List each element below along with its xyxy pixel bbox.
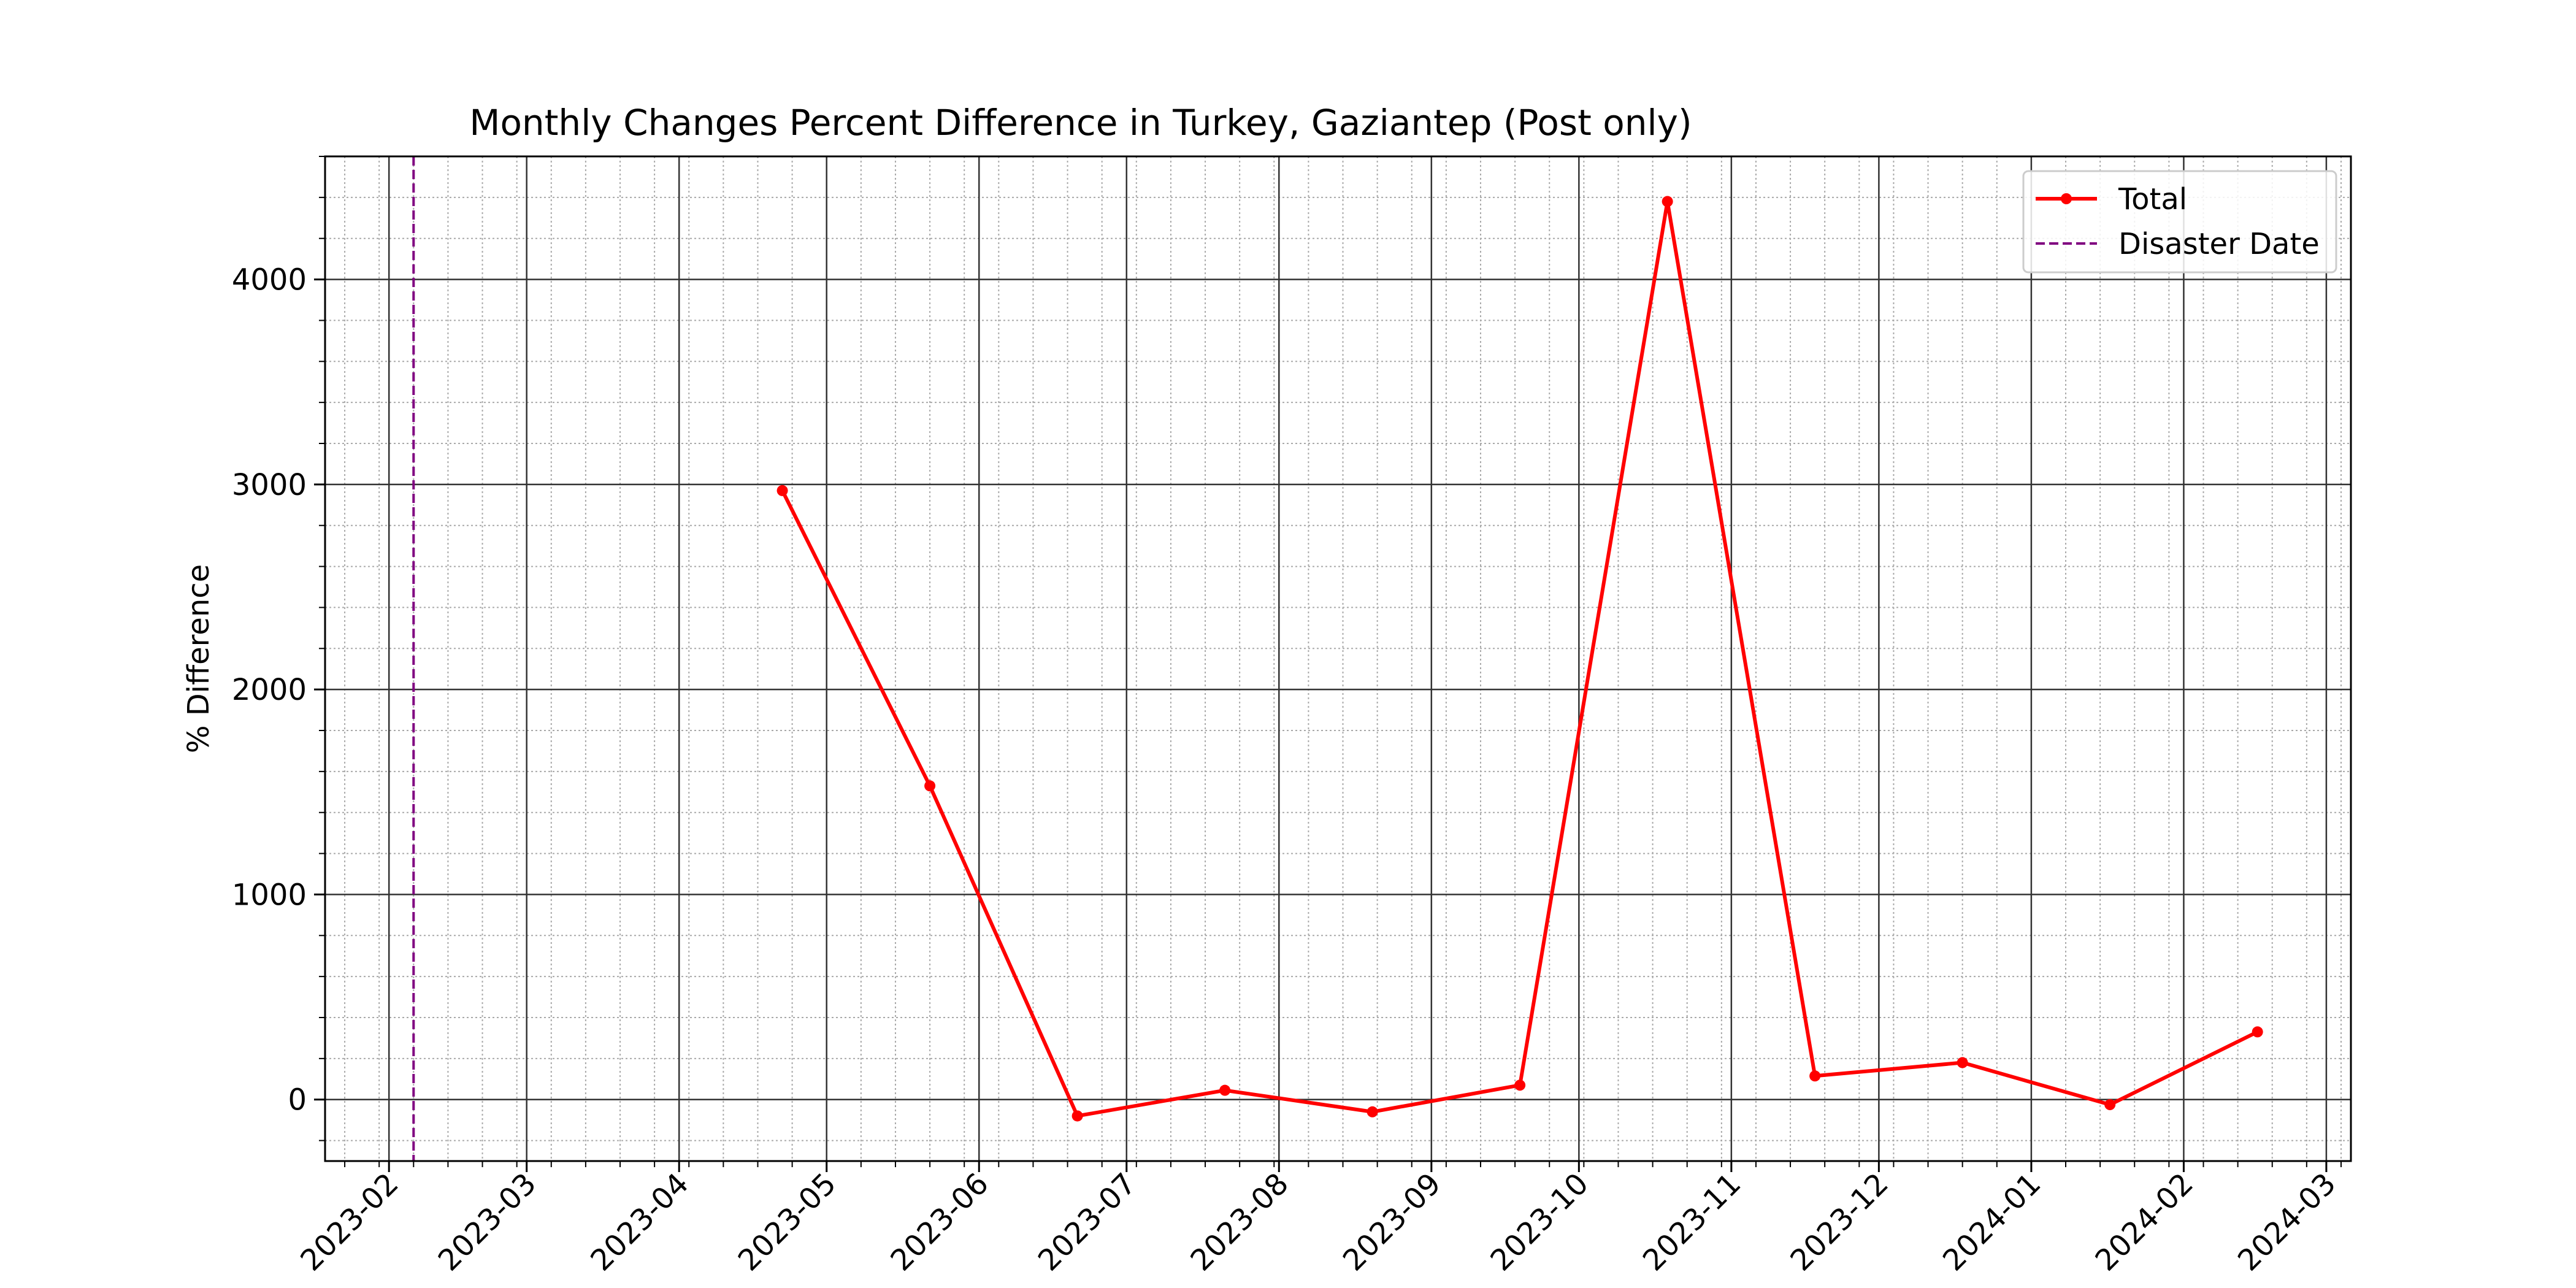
legend-disaster-label: Disaster Date xyxy=(2118,227,2320,261)
y-tick-label: 0 xyxy=(288,1083,307,1117)
y-tick-label: 1000 xyxy=(232,878,307,912)
data-point xyxy=(2252,1026,2263,1038)
chart-title: Monthly Changes Percent Difference in Tu… xyxy=(469,102,1692,144)
data-point xyxy=(1514,1079,1526,1091)
major-grid xyxy=(325,156,2351,1161)
legend-box xyxy=(2022,170,2337,274)
data-point xyxy=(776,485,788,496)
data-point xyxy=(924,780,936,792)
y-tick-label: 3000 xyxy=(232,468,307,502)
data-point xyxy=(1219,1084,1231,1096)
y-tick-label: 2000 xyxy=(232,673,307,707)
data-point xyxy=(2104,1099,2116,1111)
data-point xyxy=(1071,1110,1083,1122)
data-point xyxy=(1662,196,1673,207)
data-point xyxy=(1367,1106,1378,1117)
y-tick-label: 4000 xyxy=(232,263,307,297)
data-point xyxy=(1957,1057,1968,1068)
y-axis-ticks: 0 1000 2000 3000 4000 xyxy=(232,156,325,1141)
plot-frame xyxy=(324,155,2352,1162)
legend: Total Disaster Date xyxy=(2022,170,2337,274)
data-point xyxy=(1809,1070,1821,1082)
series-layer xyxy=(776,196,2263,1122)
y-axis-label: % Difference xyxy=(182,564,216,753)
legend-total-label: Total xyxy=(2118,182,2187,217)
legend-total-marker xyxy=(2061,193,2072,204)
